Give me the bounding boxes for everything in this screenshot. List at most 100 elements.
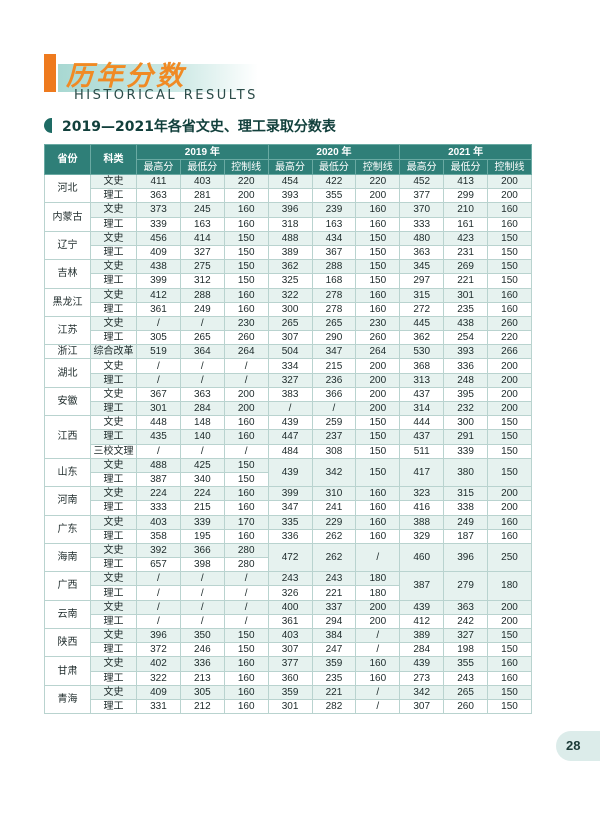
score-cell: 280 <box>223 557 269 573</box>
score-cell: 412 <box>136 287 181 303</box>
score-cell: 393 <box>267 188 313 204</box>
score-cell: 511 <box>399 443 445 459</box>
score-cell: 150 <box>487 429 532 445</box>
score-cell: 243 <box>267 571 313 587</box>
score-cell: 300 <box>443 415 488 431</box>
header-year: 2020 年 <box>267 144 401 160</box>
score-cell: / <box>223 613 269 630</box>
score-cell: 288 <box>179 287 225 303</box>
score-cell: 402 <box>136 656 181 672</box>
type-cell: 理工 <box>90 670 137 686</box>
score-cell: 323 <box>399 486 445 502</box>
score-cell: / <box>355 684 401 700</box>
score-cell: 403 <box>136 514 181 530</box>
score-cell: 422 <box>311 173 357 190</box>
province-cell: 河南 <box>44 486 91 516</box>
table-row: 理工 322 213 160 360 235 160 273 243 160 <box>45 670 532 686</box>
header-control: 控制线 <box>487 159 532 175</box>
score-cell: 445 <box>399 315 445 332</box>
table-row: 理工 363 281 200 393 355 200 377 299 200 <box>45 188 532 204</box>
score-cell: 180 <box>355 585 401 601</box>
type-cell: 理工 <box>90 216 137 232</box>
score-cell: 279 <box>443 571 488 601</box>
score-cell: 150 <box>355 429 401 445</box>
province-cell: 湖北 <box>44 358 91 388</box>
score-cell: 241 <box>311 500 357 516</box>
score-cell: 380 <box>443 457 488 488</box>
type-cell: 文史 <box>90 259 137 275</box>
score-cell: 361 <box>267 613 313 630</box>
score-cell: 340 <box>179 471 225 488</box>
type-cell: 理工 <box>90 330 137 346</box>
score-cell: 200 <box>355 358 401 374</box>
score-cell: 435 <box>136 429 181 445</box>
score-cell: 367 <box>136 386 181 403</box>
type-cell: 文史 <box>90 542 137 559</box>
score-cell: 339 <box>136 216 181 232</box>
score-cell: 334 <box>267 358 313 374</box>
score-cell: 370 <box>399 202 445 218</box>
score-cell: 150 <box>223 457 269 473</box>
score-cell: 150 <box>355 415 401 431</box>
header-band <box>58 64 258 92</box>
score-cell: 150 <box>487 698 532 715</box>
type-cell: 文史 <box>90 202 137 218</box>
score-cell: 307 <box>399 698 445 715</box>
score-cell: 160 <box>355 202 401 218</box>
score-cell: 239 <box>311 202 357 218</box>
score-cell: 150 <box>487 443 532 459</box>
header-control: 控制线 <box>355 159 401 175</box>
score-cell: 301 <box>267 698 313 715</box>
score-cell: 315 <box>443 486 488 502</box>
table-row: 湖北 文史 / //334 215 200 368 336 200 <box>44 358 532 388</box>
score-cell: 160 <box>487 202 532 218</box>
score-cell: 360 <box>267 670 313 686</box>
score-cell: 310 <box>311 486 357 502</box>
score-cell: 363 <box>136 188 181 204</box>
province-cell: 甘肃 <box>44 656 91 686</box>
type-cell: 理工 <box>90 613 137 630</box>
score-cell: 150 <box>355 244 401 261</box>
province-cell: 海南 <box>44 542 91 573</box>
score-cell: 200 <box>487 372 532 388</box>
table-row: 理工 / //327 236 200 313 248 200 <box>45 372 532 388</box>
score-cell: 275 <box>179 259 225 275</box>
score-cell: 327 <box>267 372 313 388</box>
type-cell: 文史 <box>90 599 137 615</box>
province-cell: 内蒙古 <box>44 202 91 232</box>
score-cell: 347 <box>311 344 357 360</box>
type-cell: 文史 <box>90 315 137 332</box>
score-cell: 339 <box>179 514 225 530</box>
score-cell: 269 <box>443 259 488 275</box>
table-row: 浙江 综合改革 519 364 264 504 347 264 530 393 266 <box>44 344 532 360</box>
province-cell: 吉林 <box>44 259 91 289</box>
score-cell: 322 <box>136 670 181 686</box>
score-cell: 163 <box>179 216 225 232</box>
score-cell: 425 <box>179 457 225 473</box>
score-cell: 280 <box>223 542 269 559</box>
score-cell: 447 <box>267 429 313 445</box>
score-cell: 373 <box>136 202 181 218</box>
page-subtitle: HISTORICAL RESULTS <box>74 88 258 103</box>
table-row: 理工 358 195 160 336 262 160 329 187 160 <box>45 528 532 544</box>
score-cell: 387 <box>136 471 181 488</box>
type-cell: 文史 <box>90 173 137 190</box>
score-cell: 150 <box>355 457 401 488</box>
score-cell: 180 <box>487 571 532 601</box>
table-row: 广东 文史 403 339 170 335 229 160 388 249 160 <box>44 514 532 544</box>
score-cell: 307 <box>267 330 313 346</box>
score-cell: 448 <box>136 415 181 431</box>
score-cell: 260 <box>487 315 532 332</box>
score-cell: 362 <box>267 259 313 275</box>
score-cell: 160 <box>487 216 532 232</box>
score-cell: 170 <box>223 514 269 530</box>
score-cell: 400 <box>267 599 313 615</box>
score-cell: 504 <box>267 344 313 360</box>
score-cell: 290 <box>311 330 357 346</box>
score-cell: 519 <box>136 344 181 360</box>
table-row: 黑龙江 文史 412 288 160 322 278 160 315 301 160 <box>44 287 532 317</box>
score-cell: 438 <box>443 315 488 332</box>
score-cell: 221 <box>311 684 357 700</box>
score-cell: 224 <box>136 486 181 502</box>
header-min: 最低分 <box>179 159 225 175</box>
